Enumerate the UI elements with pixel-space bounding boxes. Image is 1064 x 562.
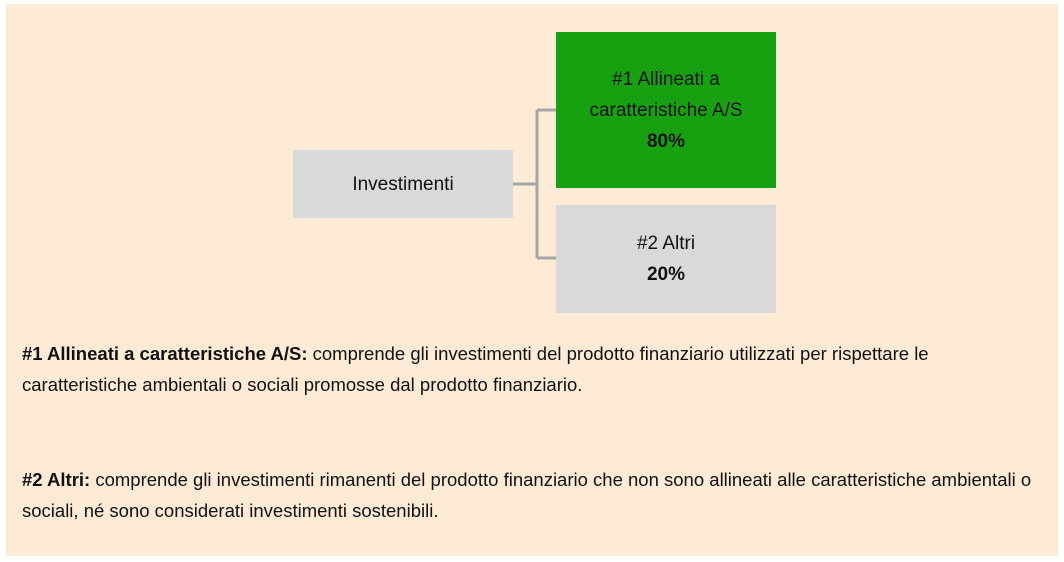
node-value: 80%	[646, 130, 686, 152]
panel: Investimenti #1 Allineati a caratteristi…	[6, 4, 1058, 556]
note: #2 Altri: comprende gli investimenti rim…	[22, 464, 1032, 526]
node: #1 Allineati a caratteristiche A/S 80%	[556, 32, 776, 188]
note: #1 Allineati a caratteristiche A/S: comp…	[22, 338, 1032, 400]
node: #2 Altri 20%	[556, 205, 776, 313]
note-term: #2 Altri:	[22, 469, 91, 490]
note-text: comprende gli investimenti rimanenti del…	[22, 469, 1032, 521]
node-label: Investimenti	[352, 173, 454, 195]
note-term: #1 Allineati a caratteristiche A/S:	[22, 343, 308, 364]
connectors	[513, 108, 556, 260]
node: Investimenti	[293, 150, 513, 218]
note-text: comprende gli investimenti del prodotto …	[22, 343, 929, 395]
node-label: #2 Altri	[636, 233, 696, 254]
node-label: #1 Allineati a caratteristiche A/S	[589, 68, 743, 121]
connector	[513, 108, 556, 260]
node-value: 20%	[646, 264, 686, 285]
